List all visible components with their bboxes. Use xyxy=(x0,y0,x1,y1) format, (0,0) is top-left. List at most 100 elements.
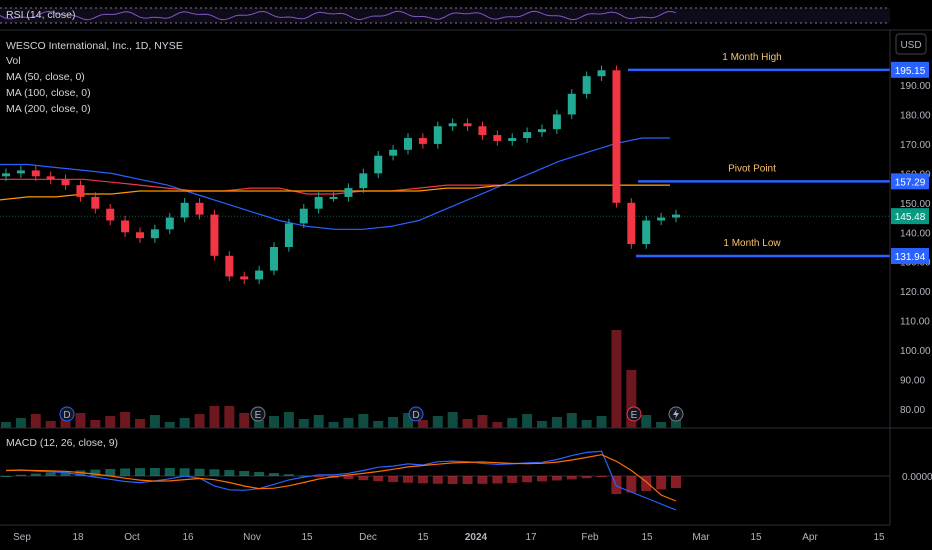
candle-body xyxy=(672,214,680,218)
candle-body xyxy=(180,202,189,218)
macd-histogram-bar xyxy=(60,471,71,476)
volume-bar xyxy=(492,422,503,428)
x-tick-label: Apr xyxy=(802,532,818,543)
volume-bar xyxy=(432,416,443,428)
macd-histogram-bar xyxy=(224,470,235,476)
macd-histogram-bar xyxy=(626,476,637,493)
time-axis[interactable]: Sep 18 Oct 16 Nov 15 Dec 15 2024 17 Feb 15 Mar 15 Apr 1… xyxy=(13,532,885,543)
volume-bar xyxy=(417,420,428,428)
volume-bar xyxy=(120,412,131,428)
macd-pane xyxy=(0,450,890,511)
price-axis[interactable]: 80.0090.00100.00110.00120.00130.00140.00… xyxy=(891,61,931,416)
candle-body xyxy=(210,214,219,256)
macd-histogram-bar xyxy=(45,472,56,476)
x-tick-label: Nov xyxy=(243,532,261,543)
volume-bar xyxy=(90,420,101,428)
macd-histogram-bar xyxy=(105,468,116,476)
candle-body xyxy=(523,132,532,139)
volume-bar xyxy=(358,414,369,428)
y-tick-label: 120.00 xyxy=(900,287,931,298)
rsi-line xyxy=(0,10,677,21)
volume-bar xyxy=(477,415,488,428)
x-tick-label: Oct xyxy=(124,532,140,543)
x-tick-label: 18 xyxy=(72,532,84,543)
candle-body xyxy=(642,220,651,245)
volume-bar xyxy=(447,412,458,428)
level-label: 1 Month Low xyxy=(723,238,781,249)
volume-bar xyxy=(596,416,607,428)
volume-bar xyxy=(164,422,175,428)
candle-body xyxy=(448,123,457,127)
macd-histogram-bar xyxy=(1,476,11,477)
rsi-pane: RSI (14, close) xyxy=(0,7,890,24)
candle-body xyxy=(299,208,308,224)
symbol-label: WESCO International, Inc., 1D, NYSE xyxy=(6,40,183,52)
volume-bar xyxy=(239,413,250,428)
macd-histogram-bar xyxy=(209,469,220,476)
candle-body xyxy=(91,196,100,209)
candle-body xyxy=(195,202,204,215)
currency-button[interactable]: USD xyxy=(895,33,927,55)
macd-histogram-bar xyxy=(432,476,443,484)
macd-histogram-bar xyxy=(596,476,607,478)
y-tick-label: 150.00 xyxy=(900,199,931,210)
macd-histogram-bar xyxy=(179,468,190,476)
volume-bar xyxy=(283,412,294,428)
candle-body xyxy=(2,173,10,177)
candle-body xyxy=(61,179,70,186)
candle-body xyxy=(31,170,40,177)
volume-bar xyxy=(269,416,279,428)
volume-bar xyxy=(522,414,533,428)
volume-bars xyxy=(1,330,681,428)
macd-histogram-bar xyxy=(164,468,175,476)
earnings-icon xyxy=(250,406,266,422)
macd-histogram-bar xyxy=(343,476,354,480)
volume-bar xyxy=(30,414,41,428)
y-tick-label: 140.00 xyxy=(900,228,931,239)
volume-bar xyxy=(537,421,547,428)
ma-line xyxy=(0,184,670,201)
candle-body xyxy=(508,138,517,141)
level-tag-label: 195.15 xyxy=(895,66,926,77)
y-tick-label: 100.00 xyxy=(900,346,931,357)
macd-histogram-bar xyxy=(447,476,458,484)
volume-bar xyxy=(60,417,71,428)
macd-histogram-bar xyxy=(283,474,294,476)
candle-body xyxy=(344,188,353,197)
volume-bar xyxy=(343,418,354,428)
dividend-icon xyxy=(408,406,424,422)
candle-body xyxy=(150,229,159,239)
event-letter: D xyxy=(412,410,419,421)
price-levels: 1 Month High Pivot Point 1 Month Low xyxy=(628,52,890,258)
macd-histogram-bar xyxy=(477,476,488,484)
candlesticks xyxy=(2,65,680,285)
y-tick-label: 110.00 xyxy=(900,317,930,328)
candle-body xyxy=(46,176,55,180)
volume-bar xyxy=(373,421,384,428)
ma-line xyxy=(0,137,670,230)
level-label: Pivot Point xyxy=(728,163,776,174)
x-tick-label: 15 xyxy=(301,532,313,543)
macd-line xyxy=(5,450,677,511)
volume-bar xyxy=(254,420,265,428)
x-tick-label: Mar xyxy=(692,532,710,543)
volume-bar xyxy=(626,370,637,428)
price-legend: WESCO International, Inc., 1D, NYSE Vol … xyxy=(6,40,183,115)
volume-bar xyxy=(313,415,324,428)
candle-body xyxy=(374,155,383,174)
macd-histogram-bar xyxy=(120,468,131,476)
x-tick-label: 15 xyxy=(417,532,429,543)
volume-bar xyxy=(298,419,309,428)
ma100-label: MA (100, close, 0) xyxy=(6,87,91,99)
volume-bar xyxy=(403,413,413,428)
x-tick-label: 2024 xyxy=(465,532,488,543)
candle-body xyxy=(433,126,442,144)
currency-label: USD xyxy=(900,40,921,51)
candle-body xyxy=(404,138,412,150)
macd-histogram-bar xyxy=(194,468,205,476)
volume-bar xyxy=(135,419,145,428)
candle-body xyxy=(16,170,25,174)
candle-body xyxy=(136,232,144,239)
